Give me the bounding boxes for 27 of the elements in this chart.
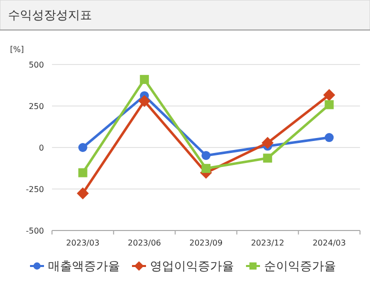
x-tick-label: 2023/12 [250, 238, 284, 248]
point [202, 164, 210, 173]
point [263, 154, 272, 163]
x-tick-label: 2023/03 [66, 238, 100, 248]
chart-title: 수익성장성지표 [8, 8, 92, 22]
point [140, 74, 149, 84]
legend-label: 순이익증가율 [264, 259, 336, 273]
point [262, 136, 274, 149]
y-tick-label: 0 [38, 144, 44, 152]
point [323, 89, 336, 102]
y-tick-label: -250 [26, 185, 44, 194]
x-tick-label: 2024/03 [312, 238, 346, 248]
point [202, 150, 210, 160]
legend-label: 영업이익증가율 [150, 259, 234, 273]
point [78, 168, 88, 178]
point [76, 187, 89, 200]
y-tick-label: -500 [26, 226, 44, 236]
y-axis-title: [%] [10, 45, 24, 54]
legend-label: 매출액증가율 [48, 259, 120, 273]
point [324, 100, 334, 110]
point [138, 95, 150, 108]
y-tick-label: 500 [28, 60, 44, 70]
y-tick-label: 250 [28, 102, 44, 111]
point [324, 133, 334, 142]
point [78, 143, 88, 152]
x-tick-label: 2023/06 [128, 238, 162, 248]
x-tick-label: 2023/09 [189, 238, 223, 248]
